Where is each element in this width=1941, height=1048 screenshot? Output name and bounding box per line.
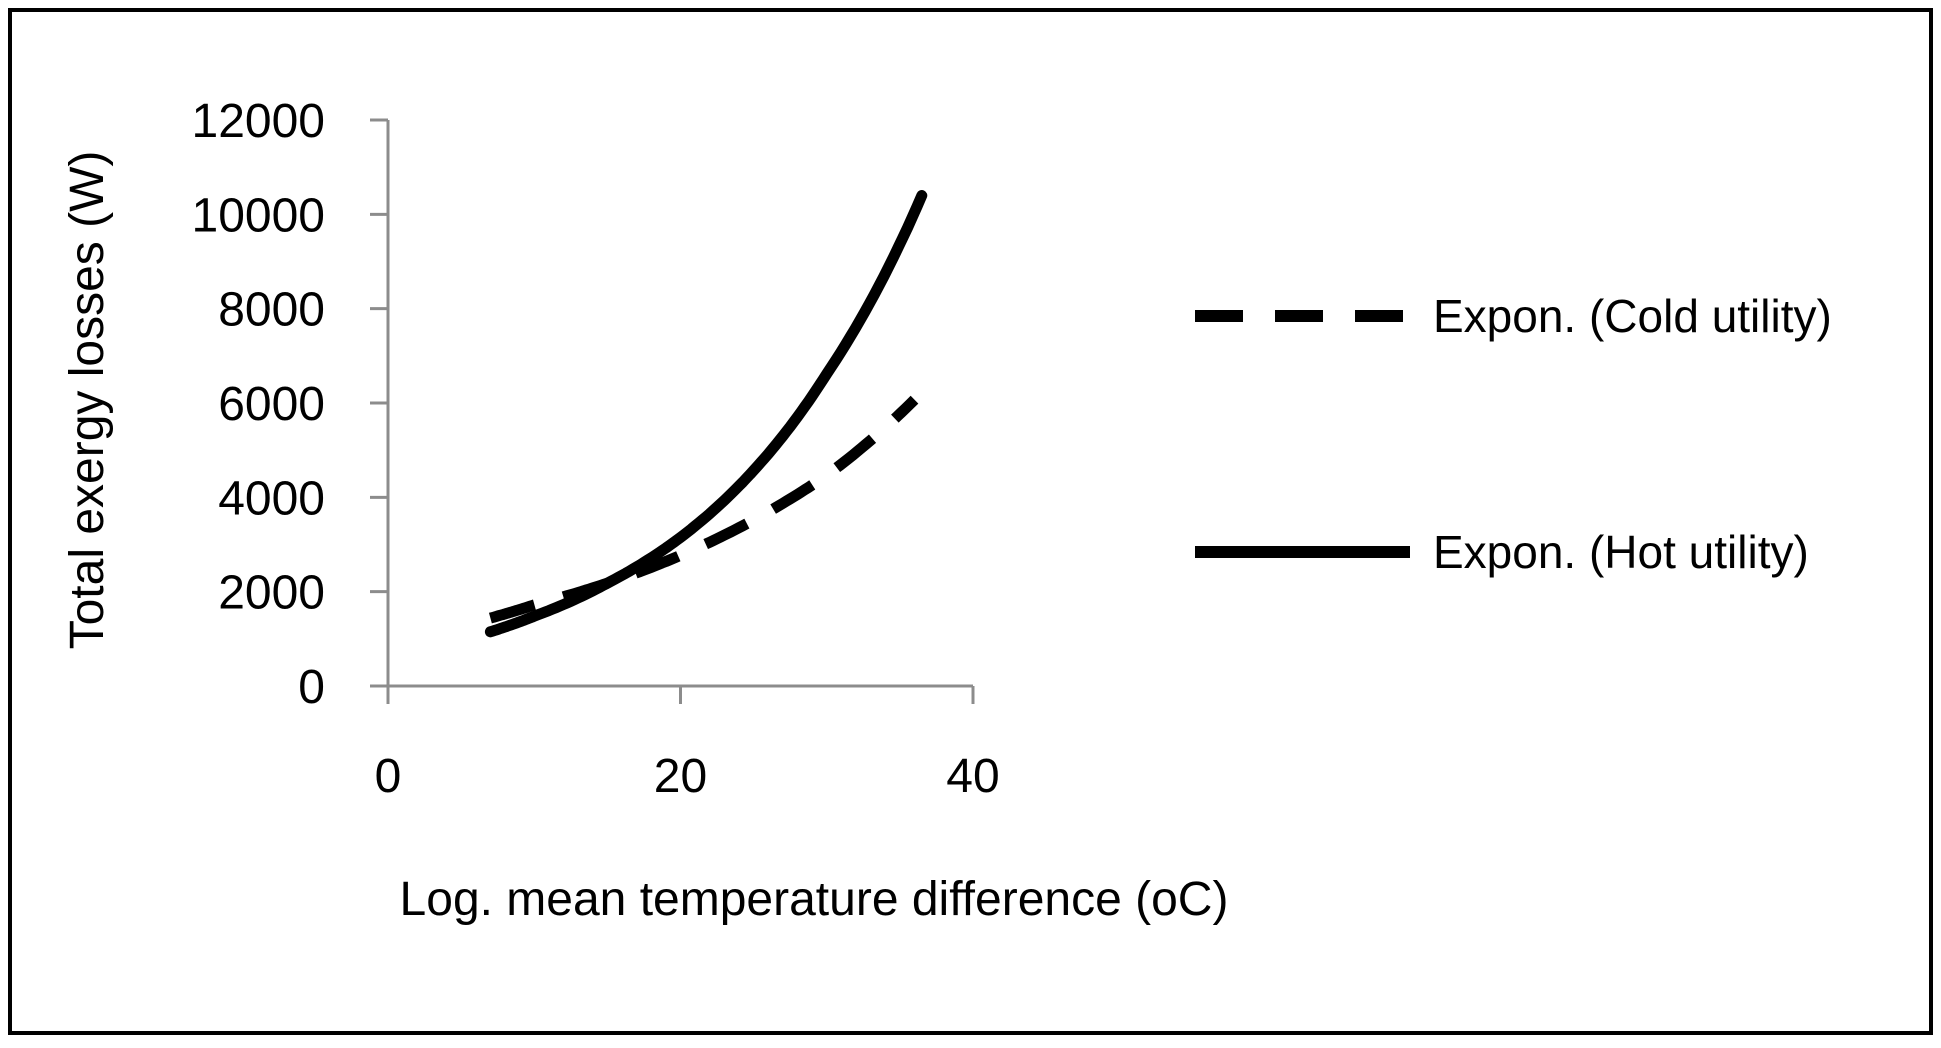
y-tick-label-10000: 10000: [192, 189, 325, 242]
y-axis-title: Total exergy losses (W): [61, 151, 114, 650]
y-tick-label-6000: 6000: [218, 378, 325, 431]
y-tick-label-12000: 12000: [192, 95, 325, 148]
legend: Expon. (Cold utility) Expon. (Hot utilit…: [1195, 290, 1832, 578]
x-tick-label-20: 20: [654, 750, 707, 803]
y-tick-label-0: 0: [298, 661, 325, 714]
y-tick-label-2000: 2000: [218, 567, 325, 620]
x-axis-title: Log. mean temperature difference (oC): [400, 873, 1229, 926]
legend-label-cold-utility: Expon. (Cold utility): [1433, 290, 1832, 342]
series-lines: [484, 190, 928, 638]
tick-labels: 0 2000 4000 6000 8000 10000 12000 0 20 40: [192, 95, 1000, 803]
x-tick-label-40: 40: [946, 750, 999, 803]
x-tick-label-0: 0: [375, 750, 402, 803]
axes: [370, 118, 975, 704]
chart-border: [8, 8, 1933, 1035]
y-tick-label-8000: 8000: [218, 284, 325, 337]
legend-label-hot-utility: Expon. (Hot utility): [1433, 526, 1809, 578]
y-tick-label-4000: 4000: [218, 472, 325, 525]
series-line-cold-utility: [487, 395, 919, 624]
series-line-hot-utility: [484, 190, 928, 638]
